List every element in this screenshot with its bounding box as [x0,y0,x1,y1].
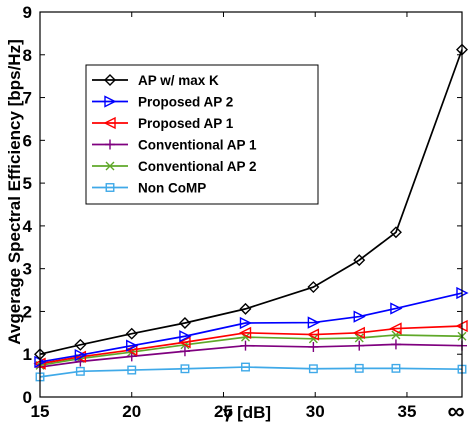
data-point [105,161,115,171]
series-line [39,325,463,365]
legend-label: Non CoMP [138,181,206,196]
y-tick-label: 6 [23,131,32,150]
y-tick-label: 7 [23,89,32,108]
data-point [178,317,191,329]
data-point [391,363,401,373]
series-non-comp [35,362,467,382]
x-axis-label: γ [dB] [223,403,271,422]
legend-label: Conventional AP 2 [138,159,257,174]
data-point [103,116,116,130]
data-point [308,341,319,352]
axes: 0 1 2 3 4 5 6 7 8 9 15 20 25 30 35 ∞ [23,3,465,425]
data-point [239,302,252,315]
data-point [307,281,320,294]
data-point [354,333,364,343]
y-tick-label: 2 [23,302,32,321]
data-point [105,139,115,150]
legend-entry: AP w/ max K [92,73,219,88]
data-point [179,346,190,357]
legend-entry: Conventional AP 2 [92,159,257,174]
data-point [352,326,365,339]
data-point [125,327,138,340]
data-point [74,338,87,351]
legend-entry: Proposed AP 2 [92,95,233,110]
data-point [353,254,366,267]
series-line [39,292,463,363]
y-tick-label: 9 [23,3,32,22]
y-tick-label: 1 [23,345,32,364]
data-point [307,316,320,329]
data-point [306,328,320,341]
data-point [353,310,366,323]
data-point [239,316,253,330]
data-point [127,365,137,375]
x-tick-label: 20 [122,402,141,421]
data-point [178,336,191,349]
data-point [241,362,250,372]
data-point [126,339,139,352]
data-point [179,330,192,343]
series-line [39,366,463,378]
y-tick-label: 8 [23,46,32,65]
legend-label: Conventional AP 1 [138,138,257,153]
data-point [180,364,190,374]
legend-label: AP w/ max K [138,73,219,88]
y-tick-label: 5 [23,174,32,193]
legend-box [85,64,319,205]
y-tick-label: 4 [23,217,33,236]
data-point [74,348,87,362]
legend-entry: Conventional AP 1 [92,138,257,153]
data-point [105,183,115,192]
data-point [390,302,403,315]
data-point [390,339,401,350]
legend-label: Proposed AP 1 [138,116,234,131]
legend-entry: Non CoMP [92,181,206,196]
x-tick-label: 30 [306,402,325,421]
data-point [240,340,251,351]
data-point [75,366,85,376]
data-point [104,95,117,108]
x-tick-label: 15 [31,402,50,421]
x-tick-label-infinity: ∞ [447,398,464,425]
y-tick-label: 0 [23,388,32,407]
data-point [389,322,402,335]
legend: AP w/ max K Proposed AP 2 Proposed AP 1 Con… [85,64,319,205]
legend-entry: Proposed AP 1 [92,116,234,131]
series-line [39,49,463,356]
data-point [389,226,402,239]
legend-label: Proposed AP 2 [138,95,233,110]
x-tick-label: 25 [214,402,233,421]
data-point [354,340,365,351]
data-point [308,364,318,374]
data-point [354,363,364,373]
plot-frame [39,11,463,398]
data-point [104,74,116,86]
y-tick-label: 3 [23,260,32,279]
y-axis-label: Avgerage Spectral Efficiency [bps/Hz] [5,39,24,344]
data-point [238,326,252,339]
x-tick-label: 35 [397,402,416,421]
